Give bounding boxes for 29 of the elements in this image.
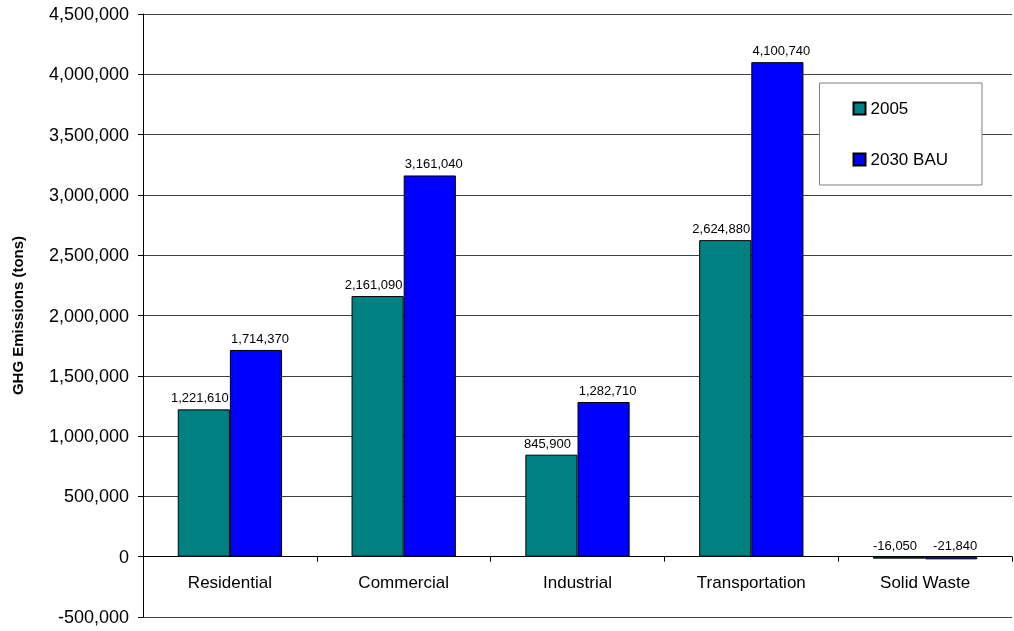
data-label: -21,840	[933, 537, 978, 553]
y-tick-label: 3,000,000	[48, 184, 129, 205]
y-tick-label: 0	[118, 546, 129, 567]
y-tick-label: 1,500,000	[48, 365, 129, 386]
data-label: 1,714,370	[231, 330, 289, 346]
data-label: 4,100,740	[752, 43, 811, 59]
y-tick-label: 2,500,000	[48, 245, 129, 266]
y-tick-label: 500,000	[63, 486, 129, 507]
x-tick-label: Industrial	[543, 572, 612, 592]
legend-label: 2005	[870, 99, 909, 118]
data-label: 845,900	[523, 435, 571, 451]
data-label: -16,050	[872, 537, 918, 553]
y-axis-title: GHG Emissions (tons)	[9, 235, 26, 396]
data-label: 3,161,040	[404, 156, 463, 172]
x-tick-label: Residential	[187, 572, 272, 592]
y-tick-label: 4,000,000	[48, 64, 129, 85]
data-label: 2,161,090	[344, 277, 403, 293]
y-tick-label: 2,000,000	[48, 305, 129, 326]
x-tick-label: Solid Waste	[880, 572, 971, 592]
data-label: 1,282,710	[578, 383, 637, 399]
y-tick-label: 4,500,000	[48, 4, 129, 24]
y-tick-label: 1,000,000	[48, 426, 129, 447]
y-tick-label: 3,500,000	[48, 124, 129, 145]
data-label: 2,624,880	[692, 221, 751, 237]
x-tick-label: Commercial	[358, 572, 450, 592]
legend-label: 2030 BAU	[870, 150, 948, 169]
data-label: 1,221,610	[170, 390, 229, 406]
x-tick-label: Transportation	[696, 572, 806, 592]
y-tick-label: -500,000	[57, 607, 129, 627]
